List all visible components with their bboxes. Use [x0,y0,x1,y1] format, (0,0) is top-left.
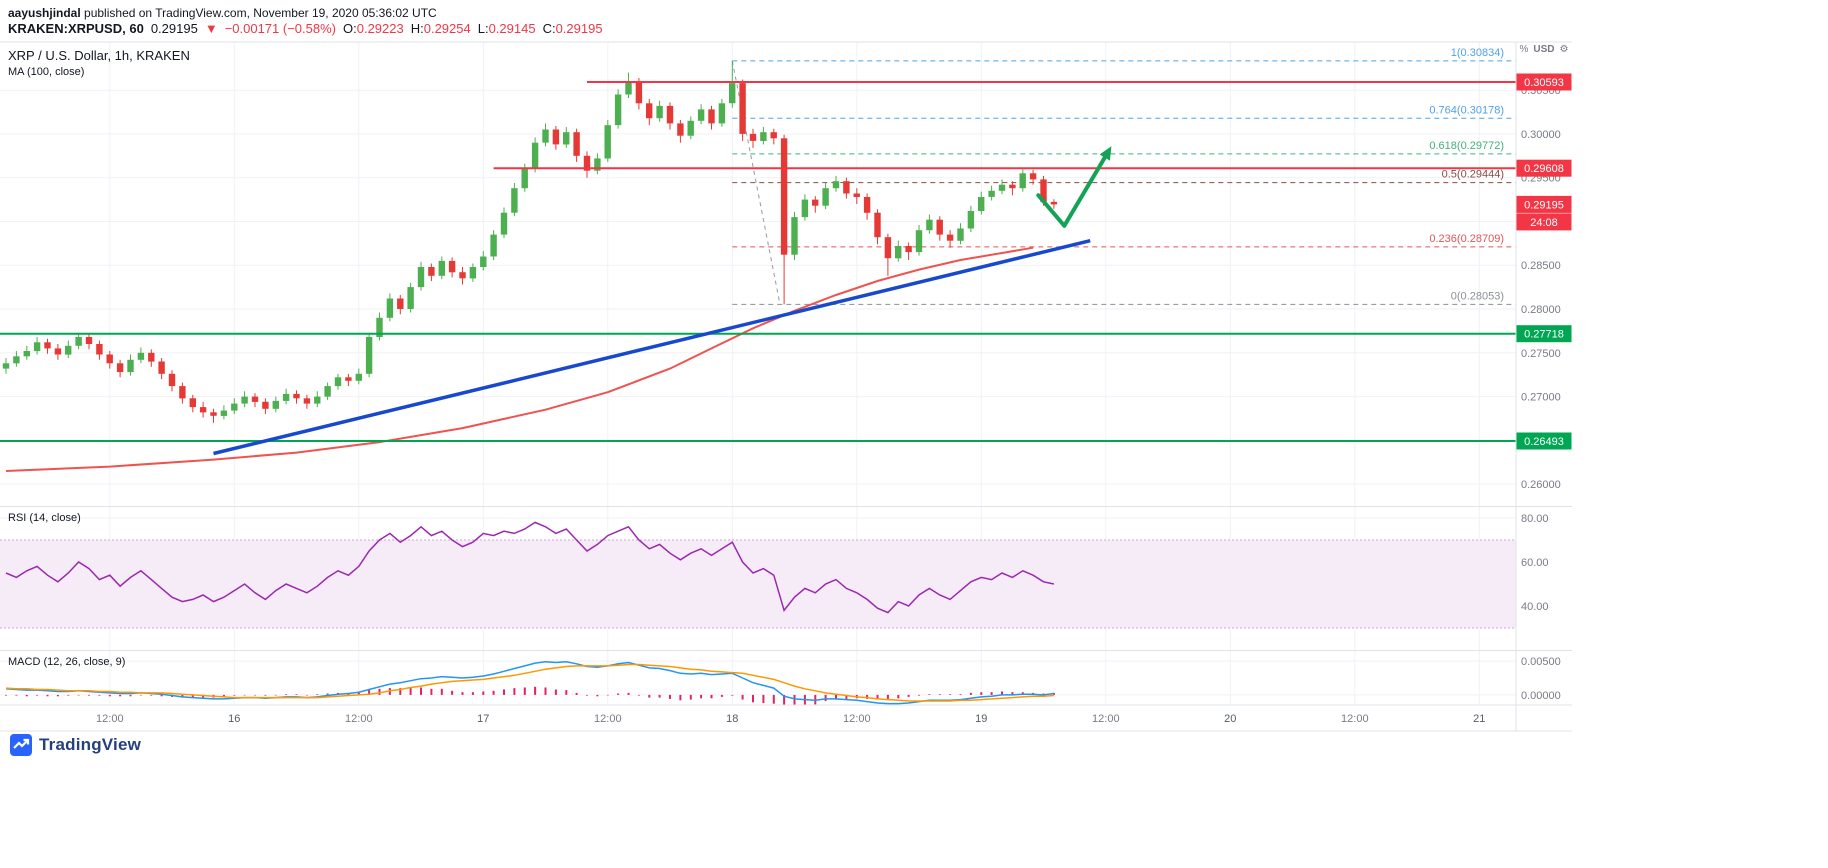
symbol-name: KRAKEN:XRPUSD, 60 [8,21,144,36]
svg-text:0.26000: 0.26000 [1521,479,1561,491]
svg-text:0(0.28053): 0(0.28053) [1451,290,1504,302]
svg-text:0.29195: 0.29195 [1524,199,1564,211]
chart-legend-title[interactable]: XRP / U.S. Dollar, 1h, KRAKEN [8,48,190,63]
svg-text:0.27718: 0.27718 [1524,329,1564,341]
time-axis[interactable]: 12:00 16 12:00 17 12:00 18 12:00 19 12:00 20 12:00… [96,713,1485,725]
svg-text:0.764(0.30178): 0.764(0.30178) [1429,104,1504,116]
svg-text:60.00: 60.00 [1521,557,1549,569]
tradingview-wordmark: TradingView [39,735,142,754]
rsi-indicator-legend[interactable]: RSI (14, close) [8,512,81,524]
svg-text:0.30000: 0.30000 [1521,129,1561,141]
arrow-annotation[interactable] [1036,153,1108,228]
open-value: O:0.29223 [343,21,404,36]
tradingview-logo-icon [10,734,32,756]
svg-text:0.26493: 0.26493 [1524,436,1564,448]
direction-down-icon: ▼ [204,21,218,36]
svg-text:0.30593: 0.30593 [1524,77,1564,89]
chart-canvas[interactable]: 1(0.30834) 0.764(0.30178) 0.618(0.29772) 0.… [0,0,1572,762]
svg-text:12:00: 12:00 [1341,713,1369,725]
svg-text:1(0.30834): 1(0.30834) [1451,47,1504,59]
last-price: 0.29195 [150,21,198,36]
svg-text:12:00: 12:00 [1092,713,1120,725]
high-value: H:0.29254 [410,21,471,36]
svg-text:40.00: 40.00 [1521,601,1549,613]
svg-text:0.5(0.29444): 0.5(0.29444) [1442,169,1504,181]
macd-indicator-legend[interactable]: MACD (12, 26, close, 9) [8,656,126,668]
macd-signal-line [5,663,1054,702]
trendline[interactable] [213,238,1091,456]
svg-text:24:08: 24:08 [1530,217,1558,229]
svg-text:0.236(0.28709): 0.236(0.28709) [1429,233,1504,245]
price-change: −0.00171 (−0.58%) [224,21,336,36]
price-badges: 0.30593 0.29608 0.29195 24:08 0.27718 0.26493 [1516,73,1572,450]
byline: aayushjindal published on TradingView.co… [8,6,437,20]
fib-retracement[interactable]: 1(0.30834) 0.764(0.30178) 0.618(0.29772) 0.… [731,47,1516,305]
svg-text:12:00: 12:00 [594,713,622,725]
svg-text:0.29608: 0.29608 [1524,163,1564,175]
currency-label[interactable]: USD [1533,44,1555,55]
tradingview-logo[interactable]: TradingView [10,734,141,756]
arrow-head [1099,146,1112,161]
symbol-info-bar: KRAKEN:XRPUSD, 60 0.29195 ▼ −0.00171 (−0… [8,21,603,36]
svg-text:19: 19 [975,713,987,725]
price-axis-header: % USD ⚙ [1516,44,1572,55]
svg-text:0.27500: 0.27500 [1521,348,1561,360]
author-username: aayushjindal [8,6,81,20]
low-value: L:0.29145 [477,21,536,36]
ma-indicator-legend[interactable]: MA (100, close) [8,66,85,78]
rsi-pane [0,521,1516,629]
svg-text:0.618(0.29772): 0.618(0.29772) [1429,140,1504,152]
svg-text:12:00: 12:00 [96,713,124,725]
svg-text:0.28500: 0.28500 [1521,260,1561,272]
percent-icon[interactable]: % [1519,44,1529,55]
svg-text:0.00000: 0.00000 [1521,690,1561,702]
settings-icon[interactable]: ⚙ [1559,44,1569,55]
svg-text:20: 20 [1224,713,1236,725]
svg-text:21: 21 [1473,713,1485,725]
svg-text:17: 17 [477,713,489,725]
published-text: published on TradingView.com, November 1… [80,6,437,20]
pane-borders [0,41,1572,732]
svg-text:0.27000: 0.27000 [1521,392,1561,404]
rsi-line [5,521,1055,614]
candles-layer [2,60,1058,423]
svg-text:0.00500: 0.00500 [1521,656,1561,668]
svg-text:0.28000: 0.28000 [1521,304,1561,316]
price-axis[interactable]: 0.305000.300000.295000.290000.285000.280… [1521,85,1561,702]
svg-text:16: 16 [228,713,240,725]
svg-text:80.00: 80.00 [1521,513,1549,525]
macd-pane [5,661,1055,705]
close-value: C:0.29195 [542,21,603,36]
svg-text:12:00: 12:00 [843,713,871,725]
svg-text:18: 18 [726,713,738,725]
support-resistance-lines[interactable] [0,81,1516,442]
svg-text:12:00: 12:00 [345,713,373,725]
ma-100-line [5,246,1034,472]
macd-line [5,661,1055,705]
